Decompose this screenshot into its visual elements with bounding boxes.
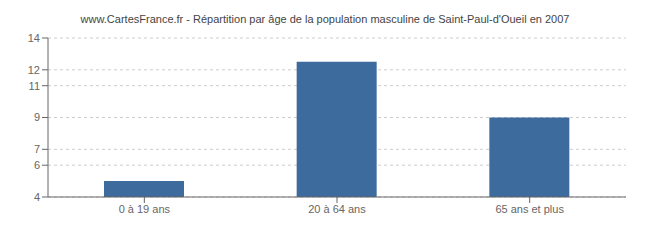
svg-text:7: 7 [34, 143, 40, 155]
svg-text:0 à 19 ans: 0 à 19 ans [119, 203, 171, 215]
svg-text:14: 14 [28, 32, 40, 44]
svg-text:65 ans et plus: 65 ans et plus [495, 203, 564, 215]
svg-text:9: 9 [34, 111, 40, 123]
svg-text:12: 12 [28, 64, 40, 76]
svg-text:11: 11 [29, 80, 40, 92]
svg-text:20 à 64 ans: 20 à 64 ans [308, 203, 366, 215]
html-text:www.CartesFrance.fr - Répartit: www.CartesFrance.fr - Répartition par âg… [80, 13, 570, 25]
svg-text:6: 6 [34, 159, 40, 171]
svg-text:4: 4 [34, 191, 40, 203]
